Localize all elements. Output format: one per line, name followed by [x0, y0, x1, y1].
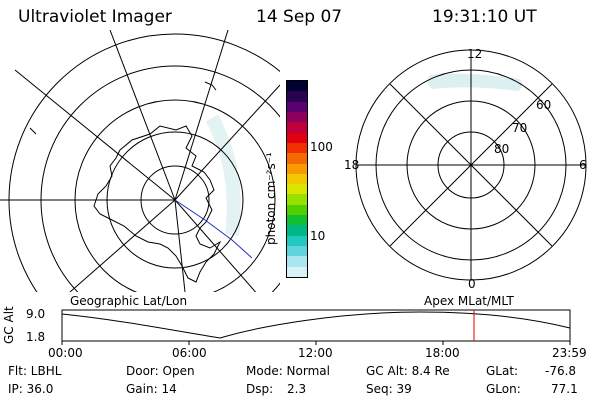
coast-fragment [204, 81, 217, 91]
timeline-axis-title: GC Alt [2, 306, 16, 344]
glat-label: GLat: [486, 364, 519, 378]
mlat-label-80: 80 [494, 142, 509, 156]
filter-info: Flt: LBHL [8, 364, 62, 378]
colorbar-band [287, 111, 307, 123]
ip-info: IP: 36.0 [8, 382, 54, 396]
altitude-curve [61, 311, 571, 339]
glon-label: GLon: [486, 382, 521, 396]
colorbar-tick-10: 10 [310, 229, 326, 243]
mlt-label-6: 6 [579, 158, 587, 172]
meridian-line [14, 69, 176, 201]
colorbar-band [287, 246, 307, 257]
satellite-track [174, 199, 253, 259]
sequence-info: Seq: 39 [366, 382, 412, 396]
meridian-line [174, 199, 257, 292]
colorbar-band [287, 81, 307, 92]
magnetic-map: 12 18 6 0 60 70 80 [344, 47, 587, 290]
colorbar-band [287, 266, 307, 277]
colorbar-band [287, 132, 307, 143]
altitude-timeline [61, 309, 571, 345]
magnetic-map-label: Apex MLat/MLT [424, 294, 514, 308]
dsp-value: 2.3 [287, 382, 307, 396]
colorbar-band [287, 91, 307, 102]
door-info: Door: Open [126, 364, 195, 378]
colorbar-band [287, 215, 307, 226]
glon-value: 77.1 [551, 382, 578, 396]
app-title: Ultraviolet Imager [18, 7, 172, 27]
colorbar-band [287, 101, 307, 112]
mlt-label-12: 12 [467, 47, 482, 61]
lat-circle [8, 33, 280, 292]
colorbar-band [287, 256, 307, 267]
timeline-xtick-1: 06:00 [172, 346, 207, 360]
colorbar-band [287, 153, 307, 164]
meridian-line [174, 30, 229, 201]
gc-altitude-info: GC Alt: 8.4 Re [366, 364, 450, 378]
coast-fragment [29, 127, 37, 135]
meridian-line [174, 84, 280, 201]
timeline-xtick-2: 12:00 [298, 346, 333, 360]
mlat-label-70: 70 [512, 121, 527, 135]
timeline-frame [61, 309, 571, 342]
colorbar-tick-100: 100 [310, 140, 333, 154]
timeline-xtick-3: 18:00 [425, 346, 460, 360]
colorbar-band [287, 235, 307, 246]
colorbar-band [287, 204, 307, 216]
mode-info: Mode: Normal [246, 364, 330, 378]
mlt-line [389, 83, 553, 247]
aurora-band [205, 114, 241, 236]
colorbar-band [287, 184, 307, 195]
geographic-map-label: Geographic Lat/Lon [70, 294, 188, 308]
colorbar-band [287, 163, 307, 174]
antarctica-coastline [93, 125, 222, 283]
colorbar-band [287, 122, 307, 133]
time-display: 19:31:10 UT [432, 7, 537, 27]
colorbar-band [287, 173, 307, 185]
timeline-xtick-0: 00:00 [48, 346, 83, 360]
mlat-label-60: 60 [536, 98, 551, 112]
colorbar-unit-label: photon cm⁻²s⁻¹ [264, 152, 278, 245]
timeline-ytick-min: 1.8 [26, 330, 46, 344]
mlt-label-0: 0 [468, 277, 476, 290]
meridian-line [174, 199, 186, 292]
timeline-xtick-4: 23:59 [552, 346, 587, 360]
date-display: 14 Sep 07 [256, 7, 343, 27]
timeline-ytick-max: 9.0 [26, 307, 46, 321]
meridian-line [69, 199, 176, 292]
lat-circle [74, 99, 276, 292]
geographic-map [0, 30, 280, 292]
mlt-label-18: 18 [344, 158, 359, 172]
colorbar-band [287, 225, 307, 236]
glat-value: -76.8 [545, 364, 577, 378]
colorbar [286, 80, 308, 278]
gain-info: Gain: 14 [126, 382, 177, 396]
colorbar-band [287, 194, 307, 205]
dsp-label: Dsp: [246, 382, 274, 396]
meridian-line [109, 30, 176, 201]
aurora-oval [427, 73, 523, 91]
colorbar-band [287, 142, 307, 154]
